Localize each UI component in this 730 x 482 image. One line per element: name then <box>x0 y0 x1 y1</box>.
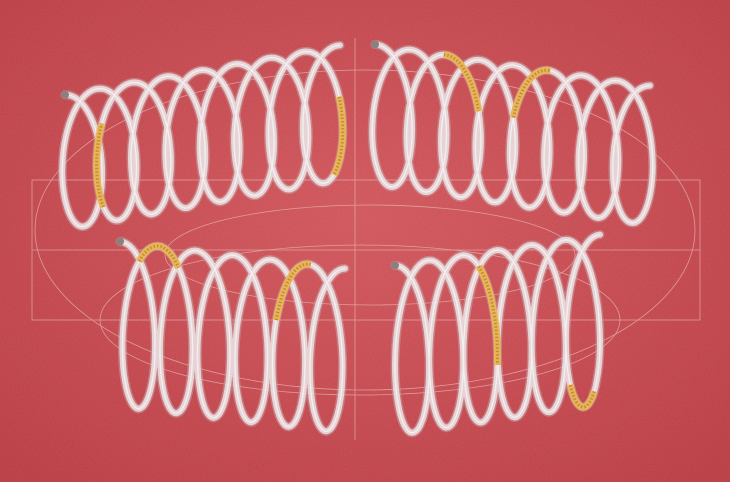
bottom-left-coil-filter-speckle-2 <box>274 262 311 321</box>
bottom-right-coil-highlight <box>394 233 601 434</box>
bottom-right-coil-filter-speckle-2 <box>568 384 596 409</box>
spiral-cigarettes <box>57 39 658 438</box>
guide-ellipse-outer <box>34 69 696 391</box>
top-left-coil-filter-speckle-2 <box>332 96 345 176</box>
bottom-right-coil-filter-1 <box>475 264 502 365</box>
top-right-coil <box>367 39 658 228</box>
guide-ellipse-lower <box>99 244 621 396</box>
top-right-coil-filter-speckle-2 <box>511 68 551 118</box>
top-right-coil-filter-speckle-1 <box>443 53 481 112</box>
bottom-right-coil-ash-tip <box>391 261 399 270</box>
bottom-right-coil <box>390 230 605 438</box>
top-right-coil-highlight <box>371 43 654 224</box>
bottom-left-coil-ash-tip <box>116 237 124 246</box>
top-right-coil-ash-tip <box>371 40 379 49</box>
top-left-coil-highlight <box>61 44 344 228</box>
guide-ellipse-inner <box>164 204 576 306</box>
bottom-left-coil-filter-speckle-1 <box>137 244 180 269</box>
bottom-left-coil <box>115 237 350 436</box>
top-left-coil <box>57 40 348 232</box>
top-left-coil-ash-tip <box>61 90 69 99</box>
top-left-coil-filter-speckle-1 <box>95 123 105 208</box>
